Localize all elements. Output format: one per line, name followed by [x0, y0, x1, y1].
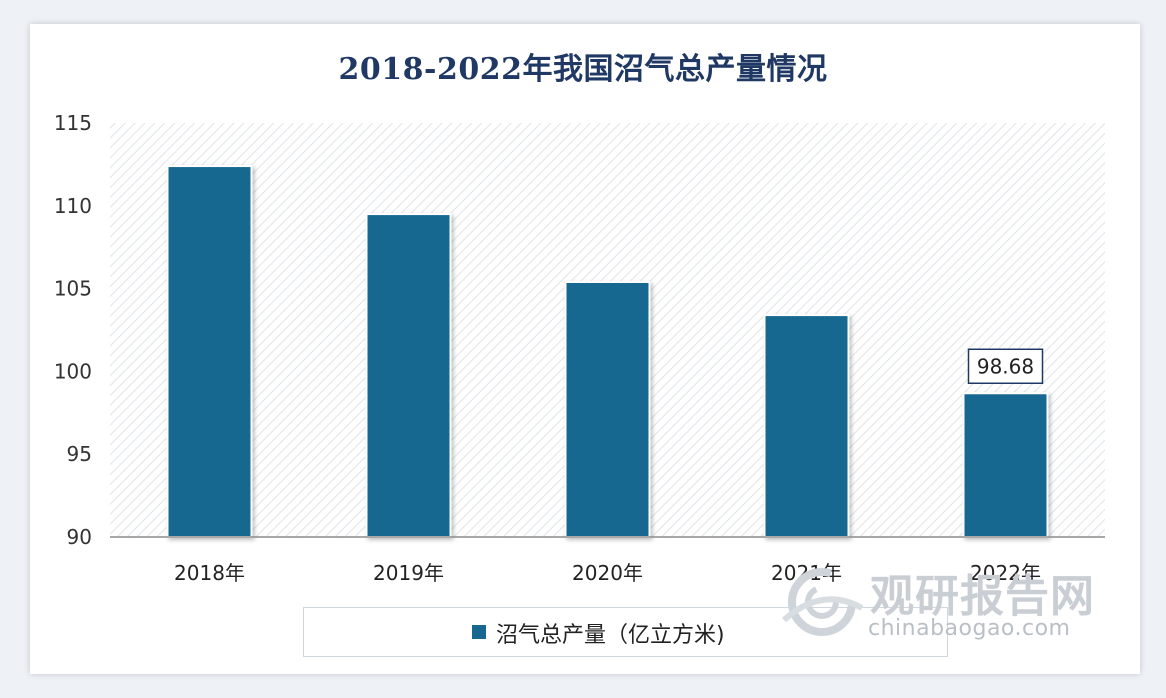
chart-title: 2018-2022年我国沼气总产量情况 [338, 52, 828, 87]
y-tick-label: 100 [54, 359, 92, 383]
y-tick-label: 90 [67, 525, 92, 549]
x-tick-label: 2019年 [373, 561, 444, 585]
legend-label: 沼气总产量（亿立方米) [496, 623, 725, 648]
x-tick-label: 2022年 [970, 561, 1041, 585]
watermark-name: 观研报告网 [870, 571, 1095, 622]
y-tick-label: 105 [54, 277, 92, 301]
bar-2 [365, 213, 452, 539]
legend-swatch [472, 625, 486, 639]
data-label-text: 98.68 [977, 354, 1034, 378]
bar-1 [166, 165, 253, 538]
y-tick-label: 95 [67, 442, 92, 466]
bar-3 [564, 280, 651, 539]
y-tick-label: 115 [54, 111, 92, 135]
bar-5 [962, 392, 1049, 538]
data-label-box [967, 348, 1044, 385]
watermark-url: chinabaogao.com [868, 616, 1071, 641]
legend: 沼气总产量（亿立方米) [303, 607, 948, 657]
watermark-logo-icon [782, 568, 864, 636]
data-label-5: 98.68 [967, 348, 1044, 385]
y-tick-label: 110 [54, 194, 92, 218]
bar-4 [763, 314, 850, 539]
x-tick-label: 2018年 [174, 561, 245, 585]
x-tick-label: 2020年 [572, 561, 643, 585]
